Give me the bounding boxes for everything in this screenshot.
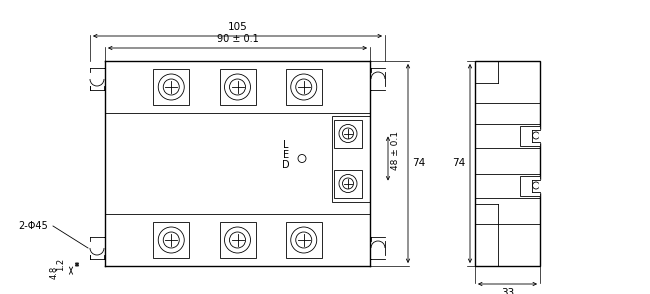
Bar xyxy=(286,222,322,258)
Text: 33: 33 xyxy=(501,288,514,294)
Text: 74: 74 xyxy=(412,158,425,168)
Text: 4.8: 4.8 xyxy=(50,265,59,279)
Bar xyxy=(153,222,189,258)
Text: E: E xyxy=(283,151,289,161)
Bar xyxy=(220,222,255,258)
Bar xyxy=(334,170,362,198)
Text: 48 ± 0.1: 48 ± 0.1 xyxy=(391,131,400,170)
Bar xyxy=(286,69,322,105)
Bar xyxy=(153,69,189,105)
Bar xyxy=(220,69,255,105)
Bar xyxy=(520,126,540,146)
Bar xyxy=(520,176,540,196)
Bar xyxy=(332,116,370,201)
Text: 90 ± 0.1: 90 ± 0.1 xyxy=(216,34,259,44)
Text: 2-Φ45: 2-Φ45 xyxy=(18,221,47,231)
Text: L: L xyxy=(283,141,289,151)
Text: D: D xyxy=(282,161,290,171)
Bar xyxy=(475,61,540,266)
Text: 105: 105 xyxy=(227,22,248,32)
Text: 74: 74 xyxy=(452,158,465,168)
Bar xyxy=(334,119,362,148)
Text: 1.2: 1.2 xyxy=(56,258,65,271)
